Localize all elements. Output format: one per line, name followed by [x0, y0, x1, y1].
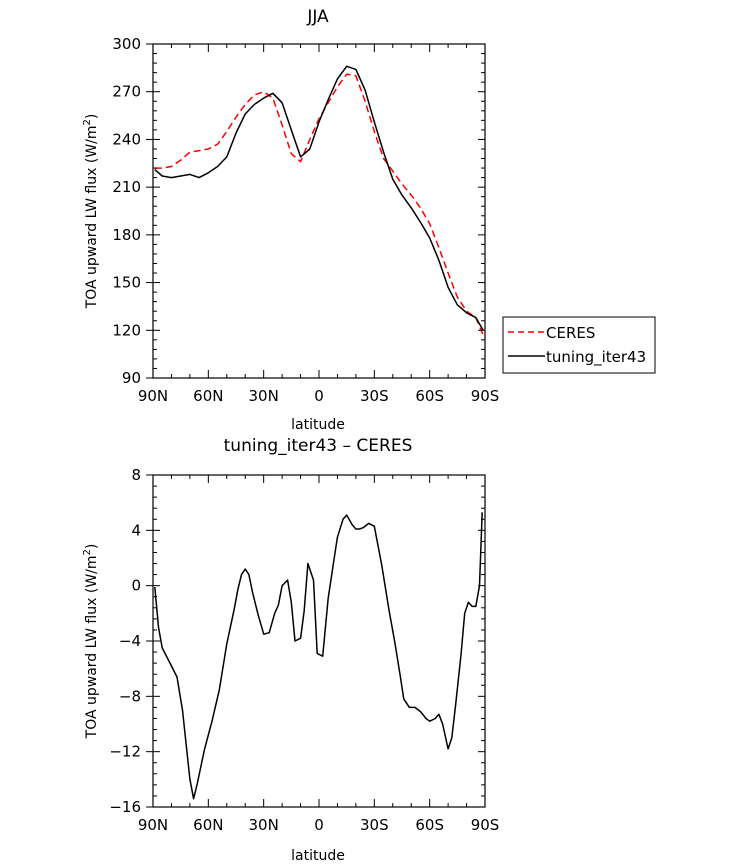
top-xtick-label: 30S: [360, 387, 389, 405]
legend-tuning-label: tuning_iter43: [546, 348, 646, 367]
legend: CERES tuning_iter43: [502, 316, 656, 374]
top-ytick-label: 210: [112, 178, 141, 196]
bottom-xtick-label: 30N: [249, 816, 279, 834]
bottom-chart-ylabel-text: TOA upward LW flux (W/m: [84, 555, 100, 739]
top-chart-ylabel-sup: 2: [82, 119, 93, 125]
bottom-chart-ylabel-close: ): [84, 544, 100, 549]
top-chart-frame: [152, 43, 486, 379]
bottom-chart-ylabel: TOA upward LW flux (W/m2): [82, 544, 100, 740]
top-ytick-label: 180: [112, 226, 141, 244]
bottom-series-line-tuning-iter43: [154, 512, 483, 800]
top-ytick-label: 90: [122, 369, 141, 387]
bottom-xtick-label: 90N: [138, 816, 168, 834]
bottom-xtick-label: 30S: [360, 816, 389, 834]
bottom-chart-axes: 90N 60N 30N 0 30S 60S 90S −16 −12 −8 −4 0 4 8: [109, 466, 499, 834]
legend-ceres-label: CERES: [546, 324, 595, 342]
legend-box: [502, 316, 656, 374]
top-xtick-label: 90N: [138, 387, 168, 405]
bottom-ytick-label: 4: [131, 521, 141, 539]
top-chart-series-group: [154, 65, 484, 336]
top-series-line-tuning-iter43: [154, 65, 484, 331]
top-xtick-label: 60S: [415, 387, 444, 405]
bottom-chart-xlabel: latitude: [291, 848, 345, 864]
top-chart-ylabel: TOA upward LW flux (W/m2): [82, 114, 100, 310]
bottom-xtick-label: 90S: [471, 816, 500, 834]
bottom-ytick-label: −16: [109, 798, 141, 816]
top-xtick-label: 90S: [471, 387, 500, 405]
bottom-ytick-label: −12: [109, 743, 141, 761]
top-chart-title: JJA: [306, 7, 329, 27]
bottom-ytick-label: −4: [119, 632, 141, 650]
top-chart-ylabel-close: ): [84, 114, 100, 119]
top-series-line-ceres: [154, 73, 484, 336]
top-ytick-label: 120: [112, 321, 141, 339]
top-ytick-label: 270: [112, 83, 141, 101]
bottom-chart-title: tuning_iter43 – CERES: [224, 436, 413, 456]
bottom-ytick-label: 0: [131, 577, 141, 595]
bottom-xtick-label: 60S: [415, 816, 444, 834]
bottom-ytick-label: 8: [131, 466, 141, 484]
top-xtick-label: 0: [314, 387, 324, 405]
top-chart-xlabel: latitude: [291, 417, 345, 433]
top-chart-ylabel-text: TOA upward LW flux (W/m: [84, 125, 100, 309]
top-xtick-label: 60N: [193, 387, 223, 405]
bottom-chart-ylabel-sup: 2: [82, 549, 93, 555]
bottom-xtick-label: 0: [314, 816, 324, 834]
bottom-ytick-label: −8: [119, 687, 141, 705]
bottom-chart: tuning_iter43 – CERES 90N 60N 30N 0 30S 60S 90…: [82, 436, 499, 864]
bottom-chart-series-group: [154, 512, 483, 800]
top-ytick-label: 240: [112, 130, 141, 148]
top-chart-axes: 90N 60N 30N 0 30S 60S 90S 90 120 150 180 210 240 270 3…: [112, 35, 499, 405]
bottom-xtick-label: 60N: [193, 816, 223, 834]
top-chart: JJA 90N 60N 30N 0 30S 60S 90S 90 120 150 180 210 240…: [82, 7, 499, 433]
top-ytick-label: 150: [112, 274, 141, 292]
top-xtick-label: 30N: [249, 387, 279, 405]
top-ytick-label: 300: [112, 35, 141, 53]
